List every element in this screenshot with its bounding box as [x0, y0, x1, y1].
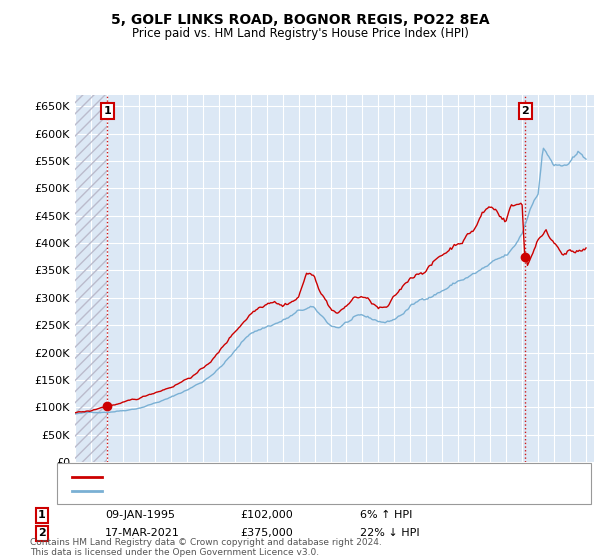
Text: 17-MAR-2021: 17-MAR-2021 [105, 528, 180, 538]
Bar [75, 95, 107, 462]
Text: 5, GOLF LINKS ROAD, BOGNOR REGIS, PO22 8EA (detached house): 5, GOLF LINKS ROAD, BOGNOR REGIS, PO22 8… [111, 472, 460, 482]
Text: 09-JAN-1995: 09-JAN-1995 [105, 510, 175, 520]
Text: 22% ↓ HPI: 22% ↓ HPI [360, 528, 419, 538]
Text: £375,000: £375,000 [240, 528, 293, 538]
Text: HPI: Average price, detached house, Arun: HPI: Average price, detached house, Arun [111, 486, 329, 496]
Text: Price paid vs. HM Land Registry's House Price Index (HPI): Price paid vs. HM Land Registry's House … [131, 27, 469, 40]
Text: £102,000: £102,000 [240, 510, 293, 520]
Text: 6% ↑ HPI: 6% ↑ HPI [360, 510, 412, 520]
Text: Contains HM Land Registry data © Crown copyright and database right 2024.
This d: Contains HM Land Registry data © Crown c… [30, 538, 382, 557]
Text: 2: 2 [521, 106, 529, 116]
Text: 2: 2 [38, 528, 46, 538]
Text: 1: 1 [104, 106, 111, 116]
Text: 1: 1 [38, 510, 46, 520]
Text: 5, GOLF LINKS ROAD, BOGNOR REGIS, PO22 8EA: 5, GOLF LINKS ROAD, BOGNOR REGIS, PO22 8… [110, 13, 490, 27]
